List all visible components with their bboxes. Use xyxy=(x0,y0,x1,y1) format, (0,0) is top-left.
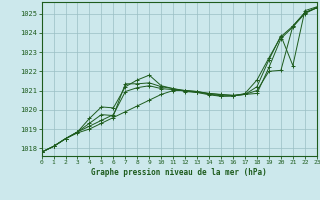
X-axis label: Graphe pression niveau de la mer (hPa): Graphe pression niveau de la mer (hPa) xyxy=(91,168,267,177)
